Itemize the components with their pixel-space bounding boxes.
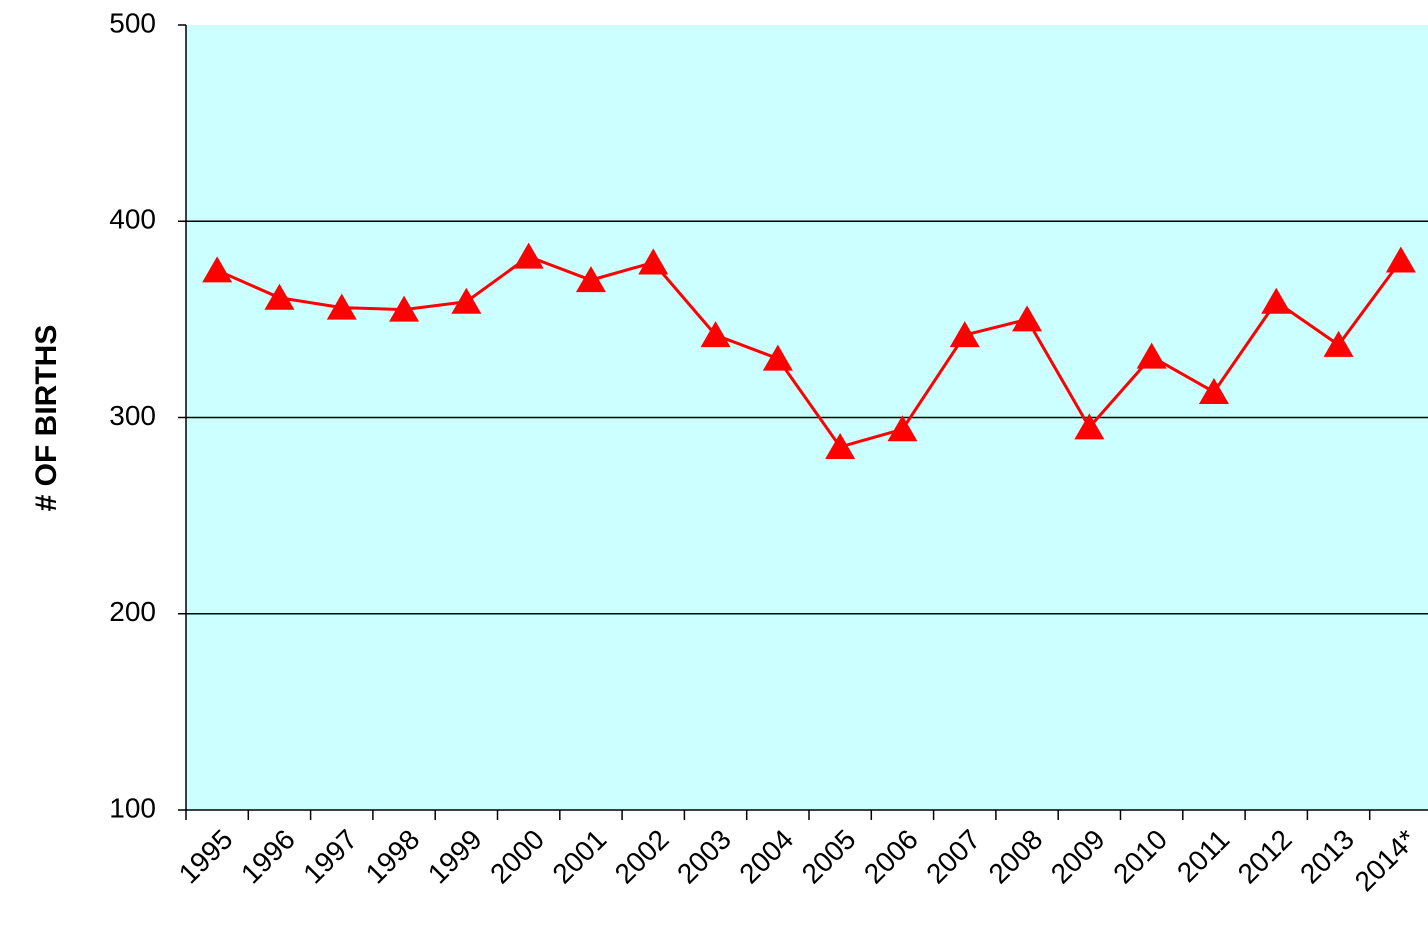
marker bbox=[638, 248, 669, 275]
x-tick-label: 1997 bbox=[297, 824, 363, 890]
marker bbox=[451, 287, 482, 314]
y-tick-label: 100 bbox=[109, 792, 156, 823]
x-tick-label: 2009 bbox=[1045, 824, 1111, 890]
marker bbox=[1323, 330, 1354, 357]
x-tick-label: 2005 bbox=[796, 824, 862, 890]
x-tick-label: 1998 bbox=[360, 824, 426, 890]
x-tick-label: 2014* bbox=[1349, 823, 1423, 897]
marker bbox=[1074, 413, 1105, 440]
y-axis-title: # OF BIRTHS bbox=[30, 325, 63, 512]
x-tick-label: 2004 bbox=[733, 824, 799, 890]
series-line bbox=[216, 254, 1403, 449]
marker bbox=[762, 344, 793, 371]
marker bbox=[700, 321, 731, 348]
x-tick-label: 2012 bbox=[1232, 824, 1298, 890]
x-tick-label: 1996 bbox=[235, 824, 301, 890]
marker bbox=[825, 432, 856, 459]
x-tick-label: 2000 bbox=[484, 824, 550, 890]
y-tick-label: 200 bbox=[109, 596, 156, 627]
marker bbox=[1385, 246, 1416, 273]
x-tick-label: 1999 bbox=[422, 824, 488, 890]
x-tick-label: 2006 bbox=[858, 824, 924, 890]
marker bbox=[264, 283, 295, 310]
y-tick-label: 400 bbox=[109, 204, 156, 235]
marker bbox=[389, 295, 420, 322]
x-tick-label: 2001 bbox=[546, 824, 612, 890]
marker bbox=[1136, 342, 1167, 369]
y-tick-label: 300 bbox=[109, 400, 156, 431]
marker bbox=[1012, 305, 1043, 332]
x-tick-label: 2013 bbox=[1294, 824, 1360, 890]
x-tick-label: 2010 bbox=[1107, 824, 1173, 890]
x-tick-label: 2011 bbox=[1171, 824, 1236, 889]
marker bbox=[1261, 287, 1292, 314]
x-tick-label: 2007 bbox=[920, 824, 986, 890]
x-tick-label: 2003 bbox=[671, 824, 737, 890]
marker bbox=[887, 415, 918, 442]
marker bbox=[1198, 377, 1229, 404]
x-tick-label: 2002 bbox=[609, 824, 675, 890]
marker bbox=[575, 266, 606, 293]
marker bbox=[513, 242, 544, 269]
y-tick-label: 500 bbox=[109, 7, 156, 38]
x-tick-label: 1995 bbox=[173, 824, 239, 890]
marker bbox=[326, 293, 357, 320]
x-tick-label: 2008 bbox=[983, 824, 1049, 890]
marker bbox=[949, 321, 980, 348]
marker bbox=[202, 256, 233, 283]
